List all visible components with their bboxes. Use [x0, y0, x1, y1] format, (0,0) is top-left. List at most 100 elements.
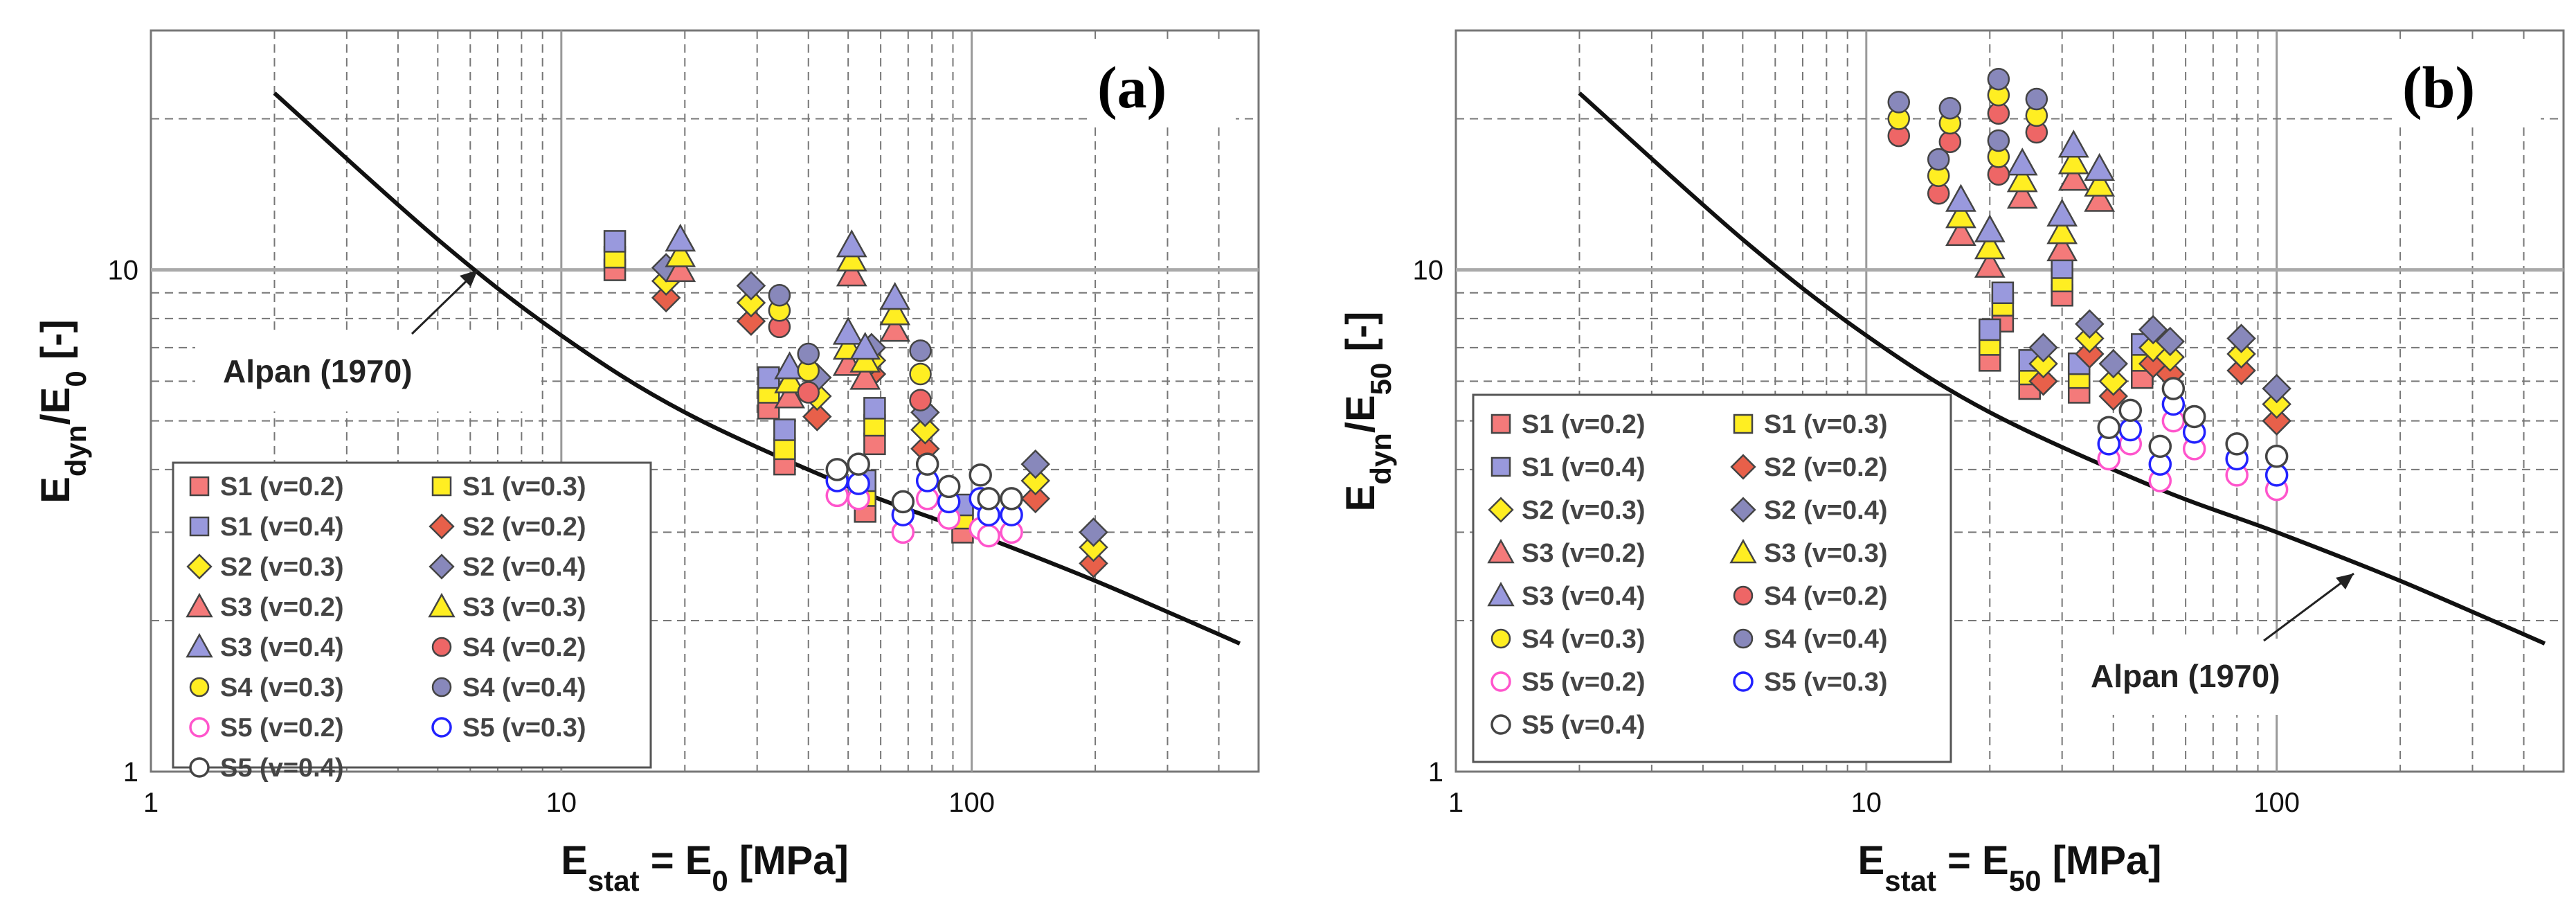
- legend-label-a: S5 (v=0.3): [462, 713, 586, 743]
- y-title-sub-b: dyn: [1364, 433, 1397, 485]
- x-tick-label-b: 100: [2253, 788, 2300, 818]
- data-point-a: [768, 284, 791, 307]
- x-title-rest-b: = E: [1936, 838, 2009, 883]
- legend-label-a: S1 (v=0.2): [220, 472, 344, 501]
- legend-marker-a: [428, 592, 456, 618]
- legend-label-b: S3 (v=0.2): [1522, 539, 1646, 568]
- data-point-b: [2155, 342, 2185, 372]
- data-point-b: [1987, 67, 2010, 91]
- alpan-curve-a: [273, 91, 1241, 646]
- y-title-mid-a: /E: [33, 387, 78, 425]
- data-point-b: [2148, 434, 2172, 459]
- data-point-b: [1927, 148, 1950, 171]
- y-title-sub2-b: 50: [1364, 363, 1397, 396]
- data-point-b: [2226, 323, 2256, 353]
- data-point-b: [2006, 148, 2038, 176]
- legend-marker-b: [1490, 456, 1511, 477]
- data-point-a: [879, 297, 911, 326]
- data-point-a: [977, 487, 1000, 510]
- legend-marker-b: [1490, 414, 1511, 434]
- legend-marker-a: [186, 632, 213, 658]
- data-point-a: [909, 339, 932, 362]
- data-point-a: [736, 306, 766, 337]
- legend-marker-b: [1487, 581, 1515, 607]
- data-point-b: [1991, 281, 2015, 305]
- y-axis-title-a: Edyn/E0 [-]: [33, 319, 92, 504]
- legend-label-b: S1 (v=0.4): [1522, 453, 1646, 482]
- data-point-b: [2084, 152, 2116, 181]
- data-point-a: [909, 389, 932, 411]
- panel-label-bg-b: [2395, 42, 2541, 125]
- legend-label-b: S2 (v=0.2): [1764, 453, 1888, 482]
- x-tick-label-a: 100: [948, 788, 995, 818]
- x-title-base-b: E: [1858, 838, 1885, 883]
- y-title-mid-b: /E: [1338, 395, 1383, 433]
- x-title-sub-b: stat: [1884, 864, 1936, 897]
- legend-marker-a: [189, 516, 210, 537]
- alpan-arrowhead-a: [460, 270, 478, 287]
- legend-label-b: S5 (v=0.4): [1522, 711, 1646, 740]
- data-point-b: [2025, 87, 2048, 111]
- y-title-rest-a: [-]: [33, 319, 78, 371]
- data-point-b: [2028, 348, 2058, 379]
- legend-marker-b: [1730, 497, 1756, 523]
- data-point-b: [2028, 332, 2058, 363]
- legend-label-a: S4 (v=0.3): [220, 673, 344, 702]
- panel-label-bg-a: [1090, 42, 1236, 125]
- data-point-b: [2098, 366, 2128, 396]
- legend-marker-b: [1733, 414, 1754, 434]
- legend-box-b: [1472, 393, 1952, 763]
- data-point-b: [2084, 184, 2116, 212]
- legend-marker-a: [189, 757, 210, 778]
- legend-label-b: S2 (v=0.3): [1522, 496, 1646, 525]
- data-point-b: [2075, 309, 2105, 339]
- legend-marker-a: [189, 677, 210, 698]
- data-point-b: [2046, 198, 2078, 226]
- data-point-b: [2118, 398, 2143, 423]
- legend-label-b: S4 (v=0.2): [1764, 582, 1888, 611]
- data-point-a: [1020, 483, 1050, 514]
- data-point-a: [977, 524, 1000, 548]
- y-title-base-b: E: [1338, 485, 1383, 512]
- data-point-a: [774, 351, 805, 380]
- legend-label-b: S3 (v=0.4): [1522, 582, 1646, 611]
- data-point-b: [2262, 389, 2291, 419]
- data-point-a: [836, 258, 867, 287]
- x-title-base-a: E: [561, 838, 588, 883]
- data-point-a: [736, 287, 766, 318]
- data-points-b: [1887, 67, 2291, 501]
- data-point-a: [1079, 517, 1108, 547]
- legend-marker-b: [1733, 585, 1754, 606]
- data-point-a: [910, 415, 940, 445]
- legend-label-a: S3 (v=0.3): [462, 593, 586, 622]
- data-point-a: [773, 437, 796, 461]
- legend-label-a: S5 (v=0.2): [220, 713, 344, 743]
- data-point-a: [603, 230, 627, 253]
- legend-label-b: S4 (v=0.4): [1764, 625, 1888, 654]
- data-point-b: [1945, 217, 1976, 246]
- legend-marker-a: [189, 717, 210, 738]
- data-point-b: [1938, 96, 1962, 120]
- legend-marker-b: [1490, 671, 1511, 692]
- legend-marker-b: [1488, 497, 1514, 523]
- legend-marker-b: [1490, 628, 1511, 649]
- legend-marker-b: [1733, 671, 1754, 692]
- legend-label-a: S3 (v=0.4): [220, 633, 344, 662]
- data-point-a: [651, 283, 681, 313]
- x-title-rest2-a: [MPa]: [728, 838, 849, 883]
- data-point-b: [2006, 180, 2038, 209]
- data-point-a: [797, 381, 820, 404]
- legend-label-a: S5 (v=0.4): [220, 754, 344, 783]
- legend-marker-a: [186, 553, 213, 580]
- legend-label-a: S2 (v=0.2): [462, 513, 586, 542]
- data-point-a: [836, 243, 867, 272]
- legend-marker-b: [1729, 538, 1757, 564]
- legend-marker-a: [186, 592, 213, 618]
- legend-label-b: S5 (v=0.3): [1764, 668, 1888, 697]
- tick-labels-b: 1 10 100 1 10: [1413, 256, 2300, 818]
- data-point-a: [847, 452, 870, 476]
- y-title-base-a: E: [33, 477, 78, 504]
- y-title-sub-a: dyn: [60, 425, 92, 477]
- data-point-b: [2046, 216, 2078, 245]
